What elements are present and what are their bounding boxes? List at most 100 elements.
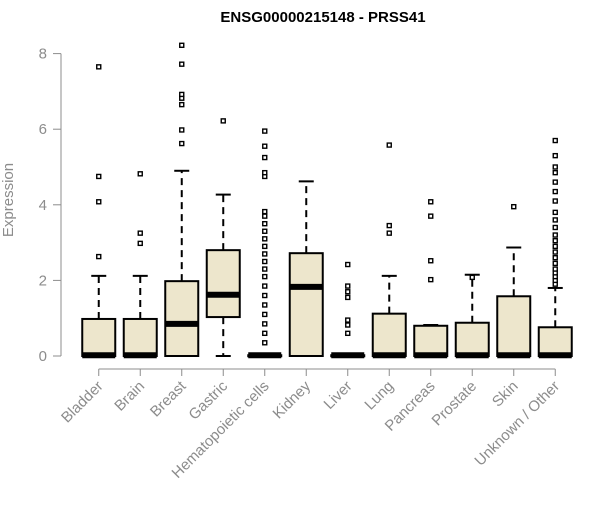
y-tick-label: 6 xyxy=(39,121,47,138)
box-iqr xyxy=(288,252,324,358)
outlier-point xyxy=(179,101,185,108)
outlier-point xyxy=(345,322,351,328)
outlier-point xyxy=(262,143,268,149)
outlier-point xyxy=(137,240,143,247)
outlier-point xyxy=(96,64,102,70)
outlier-point xyxy=(96,253,102,260)
y-tick-label: 4 xyxy=(39,197,47,214)
box-group xyxy=(330,261,366,359)
box-group xyxy=(164,42,200,358)
outlier-point xyxy=(552,224,558,231)
outlier-point xyxy=(552,238,558,244)
outlier-point xyxy=(552,243,558,250)
box-iqr xyxy=(371,312,407,357)
boxes xyxy=(81,42,573,359)
outlier-point xyxy=(552,266,558,272)
y-axis: 0 2 4 6 8 xyxy=(39,46,62,365)
x-tick-label: Bladder xyxy=(58,378,107,427)
box-iqr xyxy=(122,317,158,357)
outlier-point xyxy=(552,217,558,223)
outlier-point xyxy=(345,283,351,289)
outlier-point xyxy=(345,289,351,295)
outlier-point xyxy=(345,330,351,337)
outlier-point xyxy=(386,142,392,148)
box-group xyxy=(288,180,324,358)
outlier-point xyxy=(552,260,558,267)
outlier-point xyxy=(428,276,434,283)
x-tick-label: Lung xyxy=(361,378,397,414)
outlier-point xyxy=(137,171,143,177)
outlier-point xyxy=(262,169,268,176)
outlier-point xyxy=(428,213,434,219)
box-group xyxy=(81,64,117,359)
box-group xyxy=(205,118,241,357)
box-group xyxy=(371,142,407,359)
outlier-point xyxy=(469,274,475,281)
box-iqr xyxy=(413,324,449,358)
x-tick-label: Brain xyxy=(111,378,148,415)
outlier-point xyxy=(552,209,558,216)
outlier-point xyxy=(179,140,185,147)
outlier-point xyxy=(262,340,268,346)
outlier-point xyxy=(345,317,351,323)
outlier-point xyxy=(511,203,517,210)
y-tick-label: 2 xyxy=(39,272,47,289)
y-tick-label: 8 xyxy=(39,46,47,63)
outlier-point xyxy=(345,261,351,268)
outlier-point xyxy=(386,230,392,236)
box-iqr xyxy=(496,295,532,357)
outlier-point xyxy=(262,330,268,337)
x-tick-label: Liver xyxy=(321,378,356,413)
outlier-point xyxy=(262,302,268,308)
outlier-point xyxy=(262,213,268,219)
box-group xyxy=(454,273,490,359)
outlier-point xyxy=(262,266,268,272)
box-group xyxy=(247,128,283,359)
outlier-point xyxy=(552,137,558,144)
chart-title: ENSG00000215148 - PRSS41 xyxy=(220,9,425,26)
y-axis-label: Expression xyxy=(0,163,17,237)
box-iqr xyxy=(205,249,241,319)
x-tick-label: Skin xyxy=(489,378,522,411)
box-iqr xyxy=(454,321,490,357)
box-group xyxy=(122,171,158,359)
outlier-point xyxy=(179,127,185,133)
outlier-point xyxy=(179,91,185,98)
outlier-point xyxy=(552,232,558,238)
outlier-point xyxy=(262,236,268,242)
box-iqr xyxy=(81,317,117,357)
outlier-point xyxy=(552,179,558,185)
outlier-point xyxy=(428,199,434,205)
outlier-point xyxy=(262,228,268,234)
outlier-point xyxy=(96,199,102,205)
box-group xyxy=(537,137,573,359)
outlier-point xyxy=(262,208,268,215)
outlier-point xyxy=(552,152,558,159)
outlier-point xyxy=(552,188,558,195)
outlier-point xyxy=(552,255,558,261)
outlier-point xyxy=(262,128,268,134)
outlier-point xyxy=(552,169,558,176)
y-tick-label: 0 xyxy=(39,348,47,365)
outlier-point xyxy=(262,283,268,289)
outlier-point xyxy=(262,258,268,265)
outlier-point xyxy=(179,61,185,67)
box-iqr xyxy=(164,280,200,358)
outlier-point xyxy=(552,249,558,255)
box-group xyxy=(413,199,449,359)
x-tick-label: Prostate xyxy=(429,378,481,430)
outlier-point xyxy=(386,222,392,229)
outlier-point xyxy=(262,154,268,161)
x-tick-label: Breast xyxy=(147,377,190,420)
outlier-point xyxy=(262,273,268,280)
outlier-point xyxy=(262,220,268,227)
outlier-point xyxy=(552,198,558,204)
box-group xyxy=(496,203,532,359)
outlier-point xyxy=(262,311,268,318)
outlier-point xyxy=(137,230,143,236)
box-iqr xyxy=(537,326,573,358)
outlier-point xyxy=(262,251,268,257)
x-tick-label: Kidney xyxy=(270,377,315,422)
